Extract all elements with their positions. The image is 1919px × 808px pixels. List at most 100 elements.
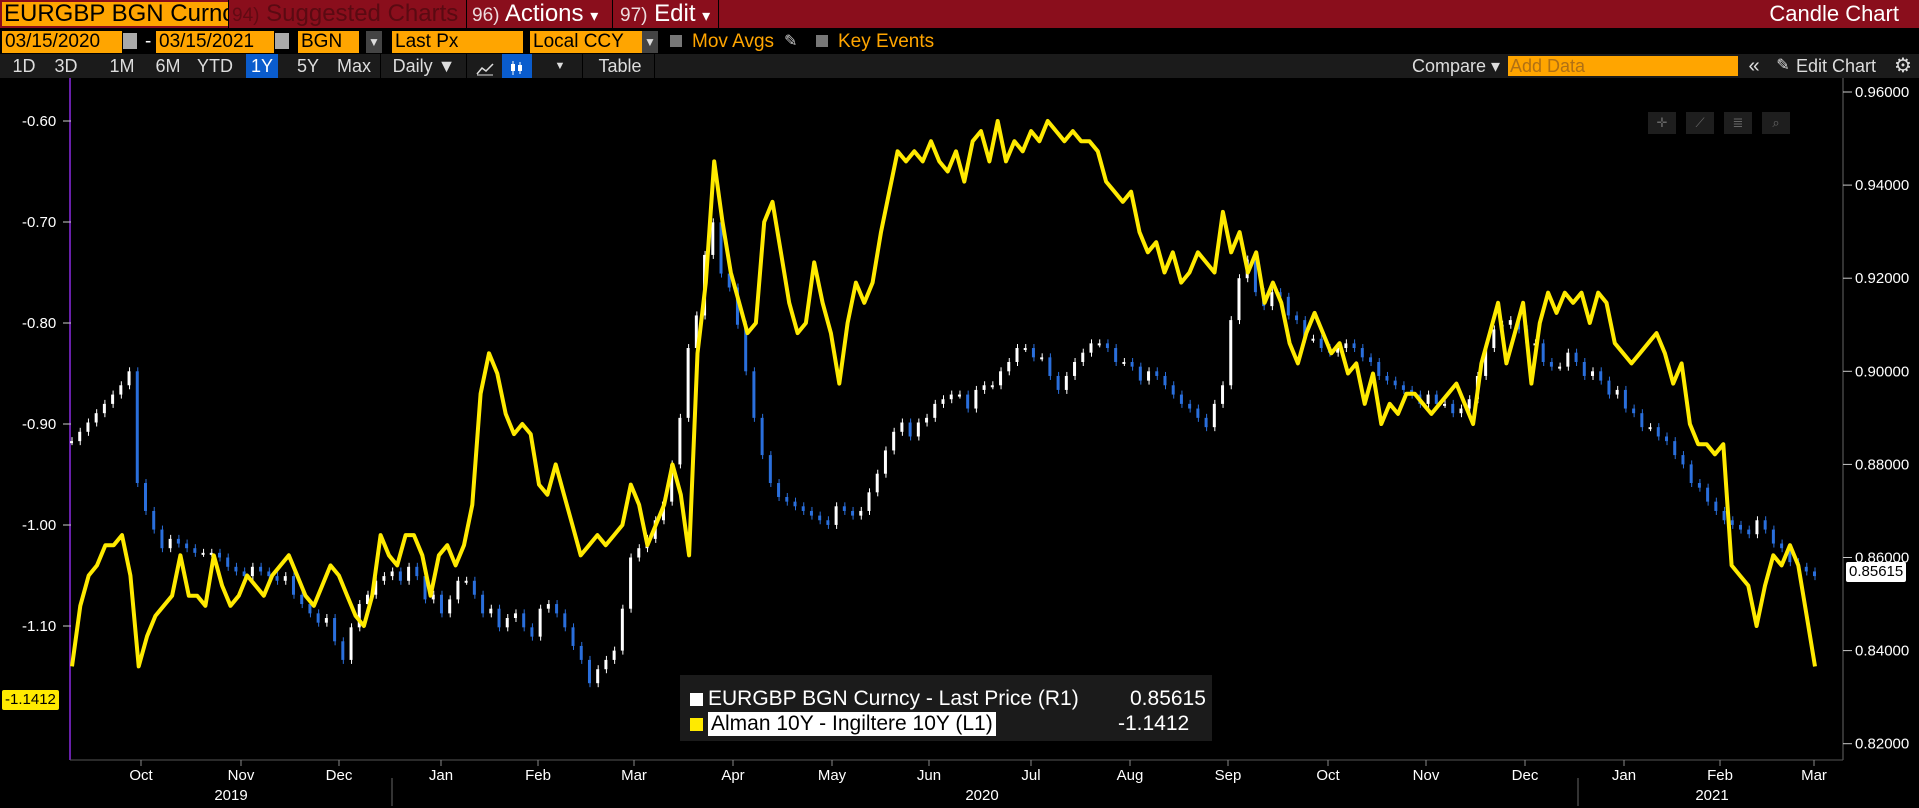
candle-body xyxy=(1171,385,1175,395)
divider xyxy=(718,0,719,28)
end-date-field[interactable]: 03/15/2021 xyxy=(156,31,274,53)
candle-body xyxy=(135,371,139,484)
mov-avgs-checkbox[interactable] xyxy=(670,35,682,47)
candle-body xyxy=(785,496,789,502)
pencil-icon[interactable]: ✎ xyxy=(1776,57,1790,74)
line-chart-icon[interactable] xyxy=(472,54,498,78)
range-button-ytd[interactable]: YTD xyxy=(197,56,233,76)
left-tick-label: -0.70 xyxy=(22,214,56,231)
candle-body xyxy=(431,594,435,600)
gear-icon[interactable]: ⚙ xyxy=(1894,55,1912,77)
range-button-5y[interactable]: 5Y xyxy=(296,56,320,76)
list-icon[interactable]: ≣ xyxy=(1724,112,1752,134)
year-label: 2019 xyxy=(214,787,247,804)
draw-icon[interactable]: ⟋ xyxy=(1686,112,1714,134)
candle-body xyxy=(1451,403,1455,414)
key-events-label[interactable]: Key Events xyxy=(838,31,935,52)
candle-body xyxy=(497,608,501,628)
range-button-3d[interactable]: 3D xyxy=(54,56,78,76)
frequency-selector[interactable]: Daily ▼ xyxy=(392,56,456,76)
candle-body xyxy=(1147,371,1151,381)
candle-body xyxy=(990,385,994,388)
calendar-icon[interactable] xyxy=(123,33,137,49)
candle-body xyxy=(1040,357,1044,360)
edit-menu[interactable]: 97) Edit ▾ xyxy=(620,2,710,27)
candle-body xyxy=(546,604,550,609)
month-label: Jan xyxy=(1612,767,1636,784)
compare-menu[interactable]: Compare ▾ xyxy=(1411,56,1501,76)
table-button[interactable]: Table xyxy=(598,56,642,76)
candle-body xyxy=(744,324,748,372)
actions-menu[interactable]: 96) Actions ▾ xyxy=(472,2,598,27)
month-label: Oct xyxy=(129,767,153,784)
candle-body xyxy=(1089,343,1093,353)
month-label: Nov xyxy=(228,767,255,784)
collapse-icon[interactable]: « xyxy=(1748,55,1760,77)
candle-body xyxy=(1443,403,1447,406)
chevron-down-icon[interactable]: ▼ xyxy=(554,60,566,72)
divider xyxy=(612,0,613,28)
candle-body xyxy=(1295,315,1299,321)
candle-body xyxy=(1623,389,1627,409)
edit-chart-button[interactable]: Edit Chart xyxy=(1796,56,1877,76)
candle-body xyxy=(1681,455,1685,465)
candle-body xyxy=(513,613,517,619)
candle-body xyxy=(579,645,583,660)
source-field[interactable]: BGN xyxy=(298,31,359,53)
candle-body xyxy=(1360,348,1364,358)
mov-avgs-label[interactable]: Mov Avgs xyxy=(692,31,775,52)
legend-series-value: 0.85615 xyxy=(1130,687,1206,710)
suggested-charts-menu[interactable]: 94) Suggested Charts xyxy=(232,0,459,27)
year-label: 2020 xyxy=(965,787,998,804)
candle-body xyxy=(1771,529,1775,544)
chevron-down-icon[interactable]: ▼ xyxy=(642,31,658,53)
candle-body xyxy=(883,450,887,474)
candle-body xyxy=(78,431,82,442)
candle-body xyxy=(596,669,600,684)
candle-body xyxy=(727,273,731,288)
candle-body xyxy=(1138,366,1142,381)
candle-body xyxy=(694,315,698,349)
candle-body xyxy=(1031,348,1035,358)
calendar-icon[interactable] xyxy=(275,33,289,49)
candle-body xyxy=(1591,371,1595,376)
divider xyxy=(380,54,381,78)
range-button-6m[interactable]: 6M xyxy=(155,56,181,76)
range-button-1m[interactable]: 1M xyxy=(109,56,135,76)
crosshair-icon[interactable]: ✛ xyxy=(1648,112,1676,134)
menu-number: 96) xyxy=(472,5,500,26)
zoom-icon[interactable]: ⌕ xyxy=(1762,112,1790,134)
key-events-checkbox[interactable] xyxy=(816,35,828,47)
pencil-icon[interactable]: ✎ xyxy=(784,33,798,50)
candle-body xyxy=(1673,441,1677,456)
candle-body xyxy=(390,571,394,577)
start-date-field[interactable]: 03/15/2020 xyxy=(2,31,122,53)
candle-body xyxy=(538,608,542,637)
candle-body xyxy=(1130,361,1134,367)
range-button-1d[interactable]: 1D xyxy=(12,56,36,76)
candle-body xyxy=(505,618,509,628)
range-button-max[interactable]: Max xyxy=(336,56,371,76)
candle-body xyxy=(933,403,937,418)
candle-body xyxy=(1615,389,1619,395)
field-selector[interactable]: Last Px xyxy=(392,31,523,53)
range-button-1y[interactable]: 1Y xyxy=(246,54,278,78)
right-tick-label: 0.94000 xyxy=(1855,177,1909,194)
candle-body xyxy=(555,604,559,614)
menu-label: Suggested Charts xyxy=(266,0,459,27)
currency-selector[interactable]: Local CCY xyxy=(530,31,643,53)
candle-icon[interactable] xyxy=(502,54,532,78)
candle-body xyxy=(1377,361,1381,376)
candle-body xyxy=(916,422,920,437)
candle-body xyxy=(851,510,855,516)
candle-body xyxy=(1155,371,1159,376)
chevron-down-icon[interactable]: ▼ xyxy=(366,31,382,53)
candle-body xyxy=(1303,320,1307,339)
candle-body xyxy=(612,650,616,660)
security-field[interactable]: EURGBP BGN Curncy xyxy=(2,2,228,26)
candle-body xyxy=(1706,487,1710,502)
candle-body xyxy=(629,557,633,609)
candle-body xyxy=(1229,320,1233,386)
add-data-input[interactable]: Add Data xyxy=(1508,56,1738,76)
